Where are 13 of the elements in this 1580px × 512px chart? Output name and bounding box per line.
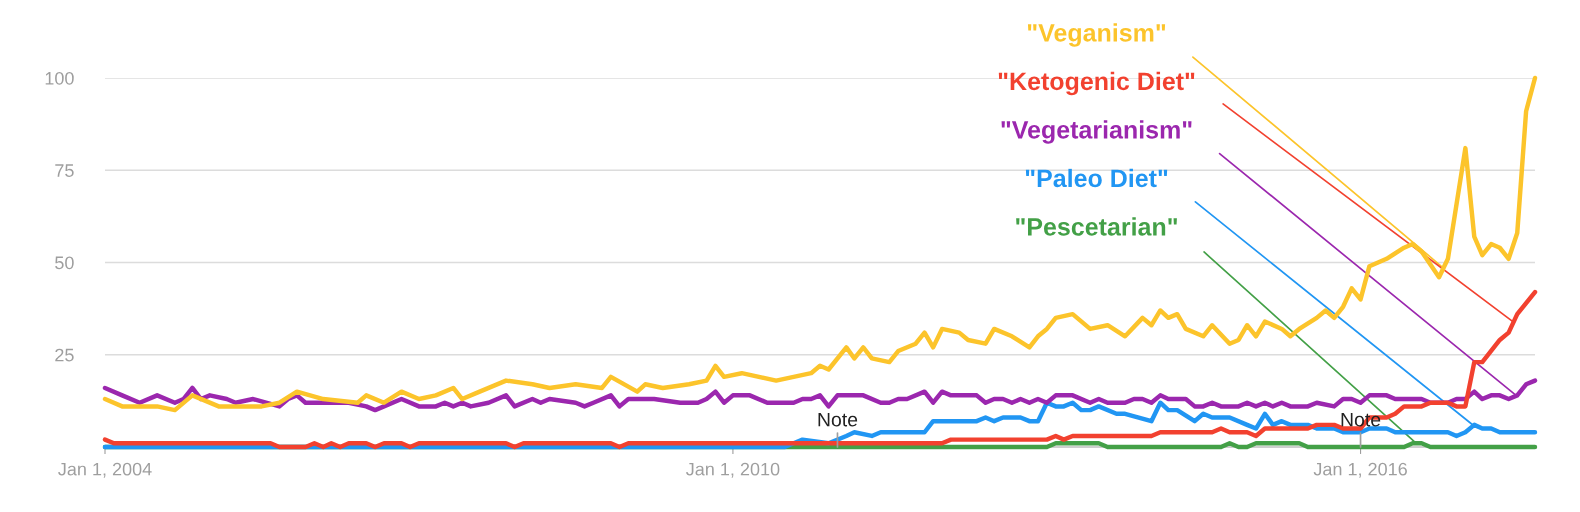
y-tick-label: 50 <box>55 256 74 270</box>
y-tick-label: 75 <box>55 164 74 177</box>
annotation: Note <box>818 412 858 427</box>
y-tick-label: 25 <box>55 348 74 362</box>
x-tick-label: Jan 1, 2010 <box>686 462 780 478</box>
text: "Paleo Diet" <box>1025 168 1168 188</box>
y-tick-label: 100 <box>45 71 74 85</box>
text: "Vegetarianism" <box>1001 120 1192 144</box>
text: "Veganism" <box>1027 23 1166 47</box>
x-tick-label: Jan 1, 2004 <box>58 462 152 478</box>
text: "Ketogenic Diet" <box>998 71 1195 96</box>
x-tick-label: Jan 1, 2016 <box>1313 462 1407 478</box>
text: "Pescetarian" <box>1016 217 1177 236</box>
